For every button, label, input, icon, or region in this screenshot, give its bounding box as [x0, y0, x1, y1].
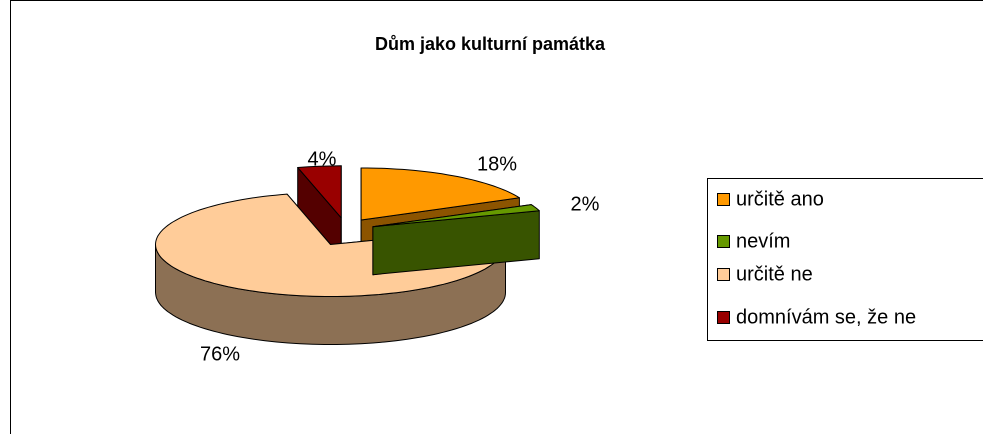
legend-label: domnívám se, že ne [736, 306, 916, 328]
legend-label: určitě ano [736, 188, 824, 210]
legend-swatch [717, 193, 730, 206]
slice [297, 165, 342, 219]
data-label: 4% [308, 148, 337, 170]
data-label: 2% [571, 193, 600, 215]
legend-swatch [717, 268, 730, 281]
slice [360, 167, 520, 221]
legend: určitě ano nevím určitě ne domnívám se, že … [717, 188, 916, 328]
data-label: 76% [200, 343, 240, 365]
legend-label: nevím [736, 230, 790, 252]
pie [155, 165, 540, 345]
legend-swatch [717, 311, 730, 324]
chart-title: Dům jako kulturní památka [375, 34, 606, 54]
legend-box [707, 178, 983, 341]
slice [372, 204, 540, 228]
legend-label: určitě ne [736, 263, 813, 285]
data-label: 18% [477, 153, 517, 175]
legend-swatch [717, 235, 730, 248]
slice [155, 193, 506, 297]
